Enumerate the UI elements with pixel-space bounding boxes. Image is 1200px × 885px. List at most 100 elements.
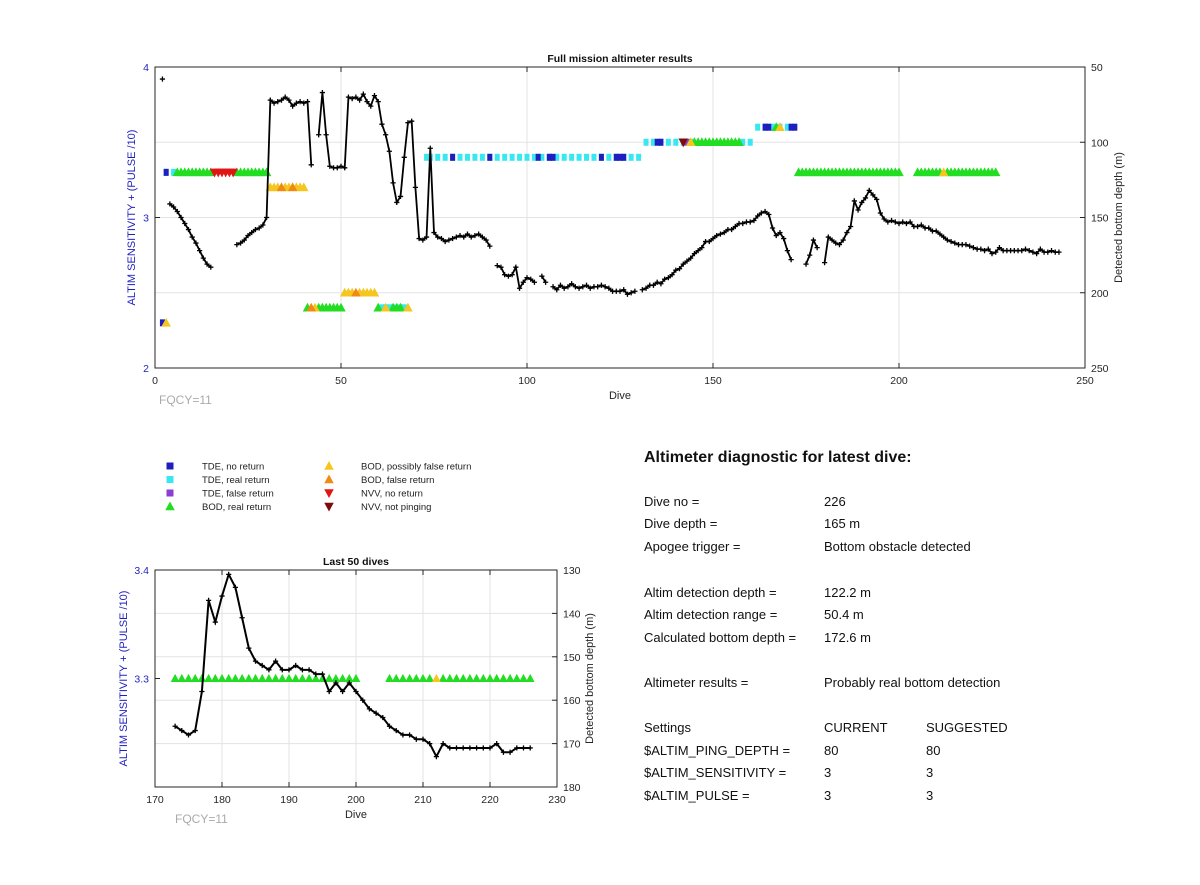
depth-point: [368, 103, 374, 109]
x-tick-label: 220: [481, 794, 499, 806]
depth-point: [844, 229, 850, 236]
depth-point: [431, 229, 437, 236]
depth-point: [474, 745, 480, 751]
depth-point: [531, 279, 538, 285]
depth-point: [241, 237, 247, 243]
setting-label: $ALTIM_SENSITIVITY =: [644, 765, 786, 780]
y-right-tick-label: 180: [563, 782, 581, 794]
depth-point: [784, 248, 790, 254]
depth-point: [208, 264, 214, 270]
depth-point: [301, 100, 307, 106]
depth-point: [172, 723, 178, 729]
depth-point: [192, 727, 198, 734]
legend-item: NVV, no return: [324, 489, 423, 500]
depth-point: [888, 217, 895, 224]
depth-point: [561, 285, 567, 291]
depth-point: [394, 199, 400, 206]
marker-bod-false-return: [276, 182, 287, 192]
depth-point: [658, 281, 664, 287]
marker-tde-real-return: [606, 153, 612, 161]
depth-point: [781, 235, 787, 242]
marker-bod-real-return: [244, 673, 254, 682]
marker-tde-real-return: [539, 153, 545, 161]
fqcy-label: FQCY=11: [175, 812, 228, 826]
diagnostic-title: Altimeter diagnostic for latest dive:: [644, 449, 912, 466]
depth-point: [550, 284, 556, 290]
marker-bod-real-return: [331, 673, 341, 682]
depth-point: [306, 667, 312, 673]
marker-tde-no-return: [535, 153, 541, 161]
marker-bod-real-return: [438, 673, 448, 682]
depth-point: [366, 706, 372, 712]
marker-tde-no-return: [762, 123, 768, 131]
depth-point: [353, 688, 359, 695]
depth-point: [527, 745, 533, 751]
legend-item: BOD, false return: [324, 474, 434, 486]
y-right-tick-label: 130: [563, 565, 581, 577]
marker-tde-no-return: [766, 123, 772, 131]
depth-point: [293, 100, 299, 106]
depth-point: [383, 132, 389, 138]
settings-header-current: CURRENT: [824, 720, 888, 735]
depth-point: [624, 291, 631, 297]
depth-point: [520, 279, 526, 285]
marker-bod-real-return: [395, 302, 406, 312]
marker-tde-real-return: [650, 138, 656, 146]
x-tick-label: 180: [213, 794, 231, 806]
marker-bod-possibly-false: [432, 673, 441, 682]
marker-bod-real-return: [304, 673, 314, 682]
marker-nvv-not-pinging: [678, 138, 688, 148]
depth-point: [264, 214, 270, 221]
y-right-tick-label: 140: [563, 608, 581, 620]
depth-point: [654, 279, 660, 285]
depth-point: [978, 246, 984, 252]
depth-point: [632, 288, 638, 294]
legend-label: TDE, no return: [202, 462, 264, 473]
marker-tde-real-return: [531, 153, 537, 161]
depth-point: [226, 571, 232, 577]
depth-point: [1022, 246, 1029, 252]
depth-point: [810, 237, 817, 243]
marker-bod-real-return: [311, 673, 321, 682]
depth-point: [440, 741, 446, 747]
depth-point: [643, 285, 649, 291]
y-right-tick-label: 50: [1091, 62, 1103, 74]
marker-bod-real-return: [512, 673, 522, 682]
legend-label: NVV, not pinging: [361, 502, 431, 513]
marker-tde-no-return: [450, 153, 456, 161]
diagnostic-value: 172.6 m: [824, 630, 871, 645]
marker-bod-real-return: [458, 673, 468, 682]
marker-bod-possibly-false: [161, 317, 171, 327]
depth-point: [460, 745, 466, 751]
marker-tde-real-return: [747, 138, 753, 146]
marker-tde-real-return: [584, 153, 590, 161]
depth-point: [717, 231, 724, 237]
depth-point: [1037, 246, 1043, 252]
marker-bod-real-return: [261, 167, 272, 177]
marker-tde-no-return: [613, 153, 619, 161]
marker-bod-real-return: [324, 673, 334, 682]
marker-bod-real-return: [284, 673, 294, 682]
marker-tde-real-return: [401, 304, 407, 312]
depth-point: [308, 162, 314, 168]
marker-tde-real-return: [569, 153, 575, 161]
marker-tde-no-return: [598, 153, 604, 161]
marker-nvv-no-return: [228, 168, 238, 178]
marker-bod-possibly-false: [775, 122, 785, 131]
x-tick-label: 250: [1076, 375, 1094, 387]
depth-point: [464, 231, 471, 237]
depth-point: [993, 249, 999, 255]
marker-bod-real-return: [210, 673, 220, 682]
setting-current: 3: [824, 765, 831, 780]
depth-point: [665, 275, 671, 281]
depth-point: [848, 223, 854, 230]
y-left-axis-label: ALTIM SENSITIVITY + (PULSE /10): [126, 130, 138, 306]
marker-bod-real-return: [405, 673, 414, 682]
depth-point: [266, 667, 272, 673]
x-tick-label: 200: [890, 375, 908, 387]
depth-point: [327, 163, 333, 169]
depth-point: [814, 245, 820, 251]
marker-tde-no-return: [159, 319, 165, 327]
depth-point: [212, 619, 218, 625]
diagnostic-value: 226: [824, 494, 846, 509]
